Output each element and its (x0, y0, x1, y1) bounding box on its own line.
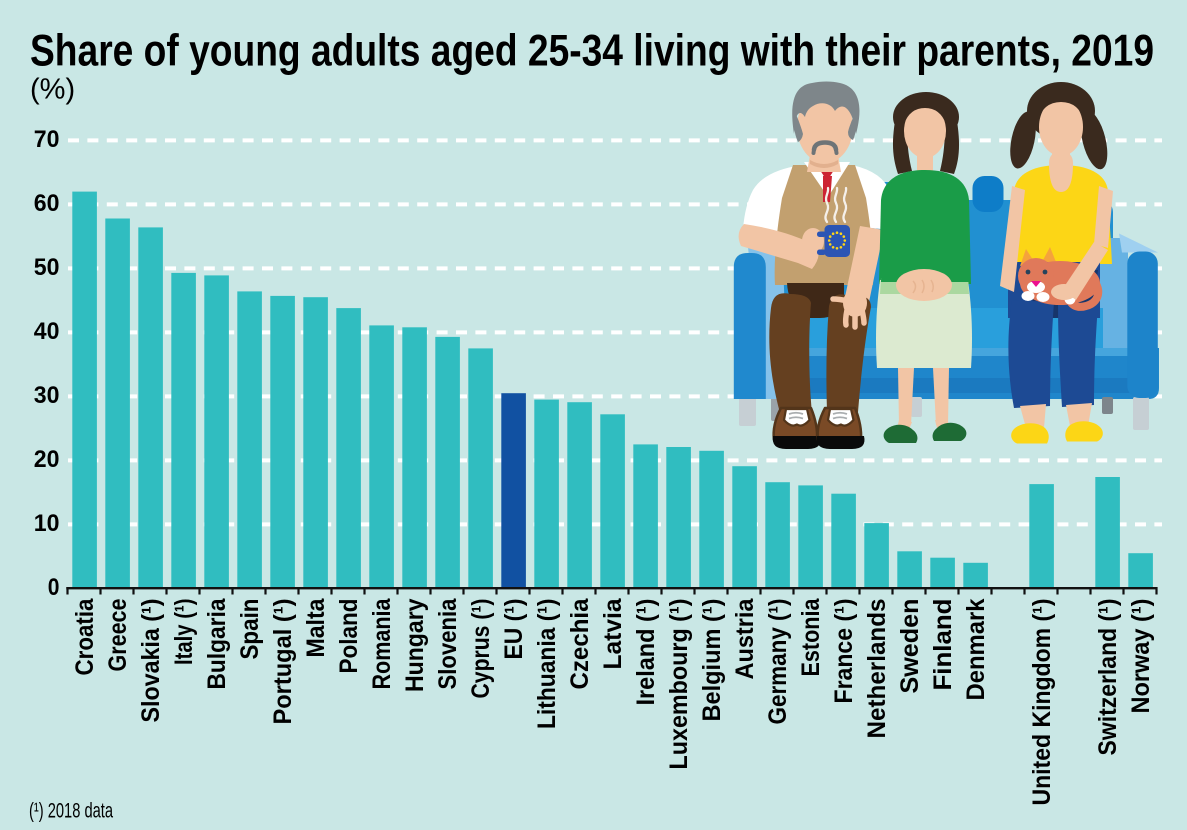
svg-text:Luxembourg (¹): Luxembourg (¹) (665, 599, 693, 770)
svg-text:Poland: Poland (335, 599, 363, 674)
svg-text:Norway (¹): Norway (¹) (1127, 599, 1155, 714)
svg-text:Germany (¹): Germany (¹) (764, 599, 792, 725)
svg-text:Slovenia: Slovenia (434, 598, 462, 690)
svg-text:70: 70 (34, 126, 60, 153)
svg-text:Switzerland (¹): Switzerland (¹) (1094, 599, 1122, 756)
svg-text:Belgium (¹): Belgium (¹) (698, 599, 726, 722)
svg-text:Slovakia (¹): Slovakia (¹) (137, 599, 165, 723)
svg-text:30: 30 (34, 382, 60, 409)
svg-text:United Kingdom (¹): United Kingdom (¹) (1028, 599, 1056, 806)
svg-text:Croatia: Croatia (71, 598, 99, 676)
svg-text:Romania: Romania (368, 598, 396, 690)
svg-text:Greece: Greece (104, 598, 132, 671)
svg-text:EU (¹): EU (¹) (500, 599, 528, 660)
svg-text:Hungary: Hungary (401, 598, 429, 692)
svg-text:Ireland (¹): Ireland (¹) (632, 599, 660, 706)
svg-text:Share of young adults aged 25-: Share of young adults aged 25-34 living … (30, 27, 1154, 76)
svg-text:(%): (%) (30, 74, 75, 106)
svg-text:40: 40 (34, 318, 60, 345)
svg-text:20: 20 (34, 446, 60, 473)
svg-text:Estonia: Estonia (797, 598, 825, 677)
svg-text:50: 50 (34, 254, 60, 281)
svg-text:Sweden: Sweden (896, 599, 924, 694)
svg-text:Czechia: Czechia (566, 597, 594, 689)
svg-text:Lithuania (¹): Lithuania (¹) (533, 599, 561, 730)
svg-text:Finland: Finland (929, 599, 957, 691)
svg-text:Spain: Spain (236, 599, 264, 660)
svg-text:0: 0 (48, 574, 60, 601)
svg-text:10: 10 (34, 510, 60, 537)
svg-text:Bulgaria: Bulgaria (203, 598, 231, 690)
svg-text:Netherlands: Netherlands (863, 599, 891, 739)
svg-text:Malta: Malta (302, 597, 330, 657)
svg-text:Latvia: Latvia (599, 597, 627, 669)
svg-text:France (¹): France (¹) (830, 599, 858, 704)
svg-text:Italy (¹): Italy (¹) (170, 599, 198, 666)
svg-text:(¹) 2018 data: (¹) 2018 data (29, 800, 113, 823)
svg-text:Austria: Austria (731, 597, 759, 679)
svg-text:60: 60 (34, 190, 60, 217)
svg-text:Cyprus (¹): Cyprus (¹) (467, 599, 495, 699)
svg-text:Portugal (¹): Portugal (¹) (269, 599, 297, 725)
svg-text:Denmark: Denmark (962, 598, 990, 700)
